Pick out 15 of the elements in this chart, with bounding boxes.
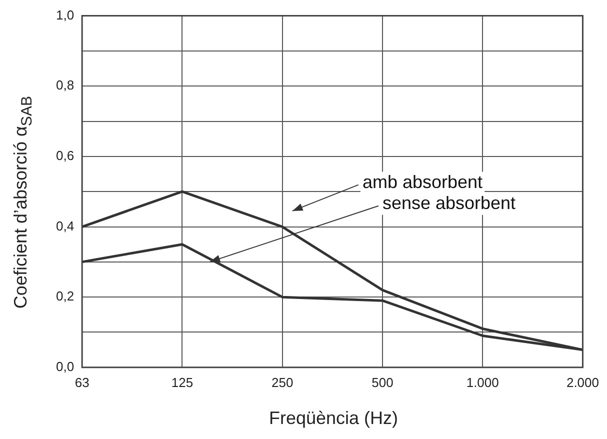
- x-axis-title: Freqüència (Hz): [268, 408, 400, 429]
- x-tick-label: 250: [271, 374, 294, 390]
- y-tick-label: 0,4: [56, 218, 74, 234]
- x-tick-label: 63: [74, 374, 90, 390]
- y-tick-label: 1,0: [56, 7, 74, 22]
- y-tick-label: 0,0: [56, 358, 74, 374]
- y-tick-label: 0,2: [56, 288, 74, 304]
- y-tick-label: 0,8: [56, 78, 74, 93]
- text: sense absorbent: [382, 192, 516, 213]
- x-tick-label: 500: [372, 374, 394, 390]
- x-tick-label: 1.000: [466, 374, 499, 390]
- x-tick-label: 2.000: [566, 374, 600, 390]
- y-tick-label: 0,6: [56, 148, 74, 164]
- text: amb absorbent: [362, 172, 483, 192]
- x-tick-label: 125: [171, 374, 194, 390]
